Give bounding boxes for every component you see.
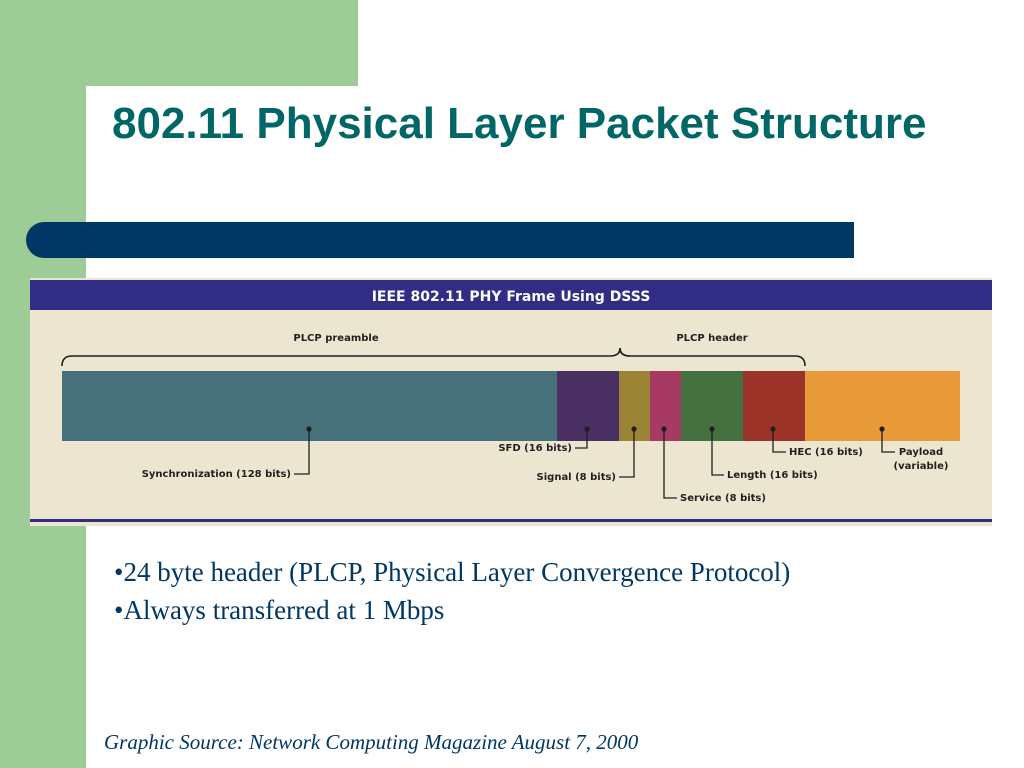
length-label: Length (16 bits) xyxy=(727,470,818,481)
plcp-header-brace xyxy=(619,347,806,367)
payload-sublabel: (variable) xyxy=(894,461,949,472)
sfd-label: SFD (16 bits) xyxy=(498,443,572,454)
sync-label: Synchronization (128 bits) xyxy=(142,469,291,480)
hec-label: HEC (16 bits) xyxy=(789,447,863,458)
signal-label: Signal (8 bits) xyxy=(537,472,616,483)
green-top-band xyxy=(86,0,358,86)
diagram-header-band xyxy=(30,280,992,310)
plcp-preamble-label: PLCP preamble xyxy=(293,333,378,344)
diagram-header-text: IEEE 802.11 PHY Frame Using DSSS xyxy=(372,289,651,305)
bullet-list: •24 byte header (PLCP, Physical Layer Co… xyxy=(114,553,1014,629)
leader-lines xyxy=(294,429,895,499)
bullet-header-size: •24 byte header (PLCP, Physical Layer Co… xyxy=(114,557,791,587)
bullet-transfer-rate: •Always transferred at 1 Mbps xyxy=(114,595,445,625)
graphic-source-credit: Graphic Source: Network Computing Magazi… xyxy=(104,730,639,754)
phy-frame-diagram: IEEE 802.11 PHY Frame Using DSSS PLCP pr… xyxy=(30,278,992,526)
slide-title: 802.11 Physical Layer Packet Structure xyxy=(112,99,927,148)
payload-label: Payload xyxy=(899,447,943,458)
plcp-header-label: PLCP header xyxy=(676,333,747,344)
rounded-corner xyxy=(86,86,358,226)
diagram-bottom-rule xyxy=(30,519,992,522)
service-label: Service (8 bits) xyxy=(680,493,766,504)
title-underline-bar xyxy=(26,222,854,258)
leader-dots xyxy=(306,426,885,432)
